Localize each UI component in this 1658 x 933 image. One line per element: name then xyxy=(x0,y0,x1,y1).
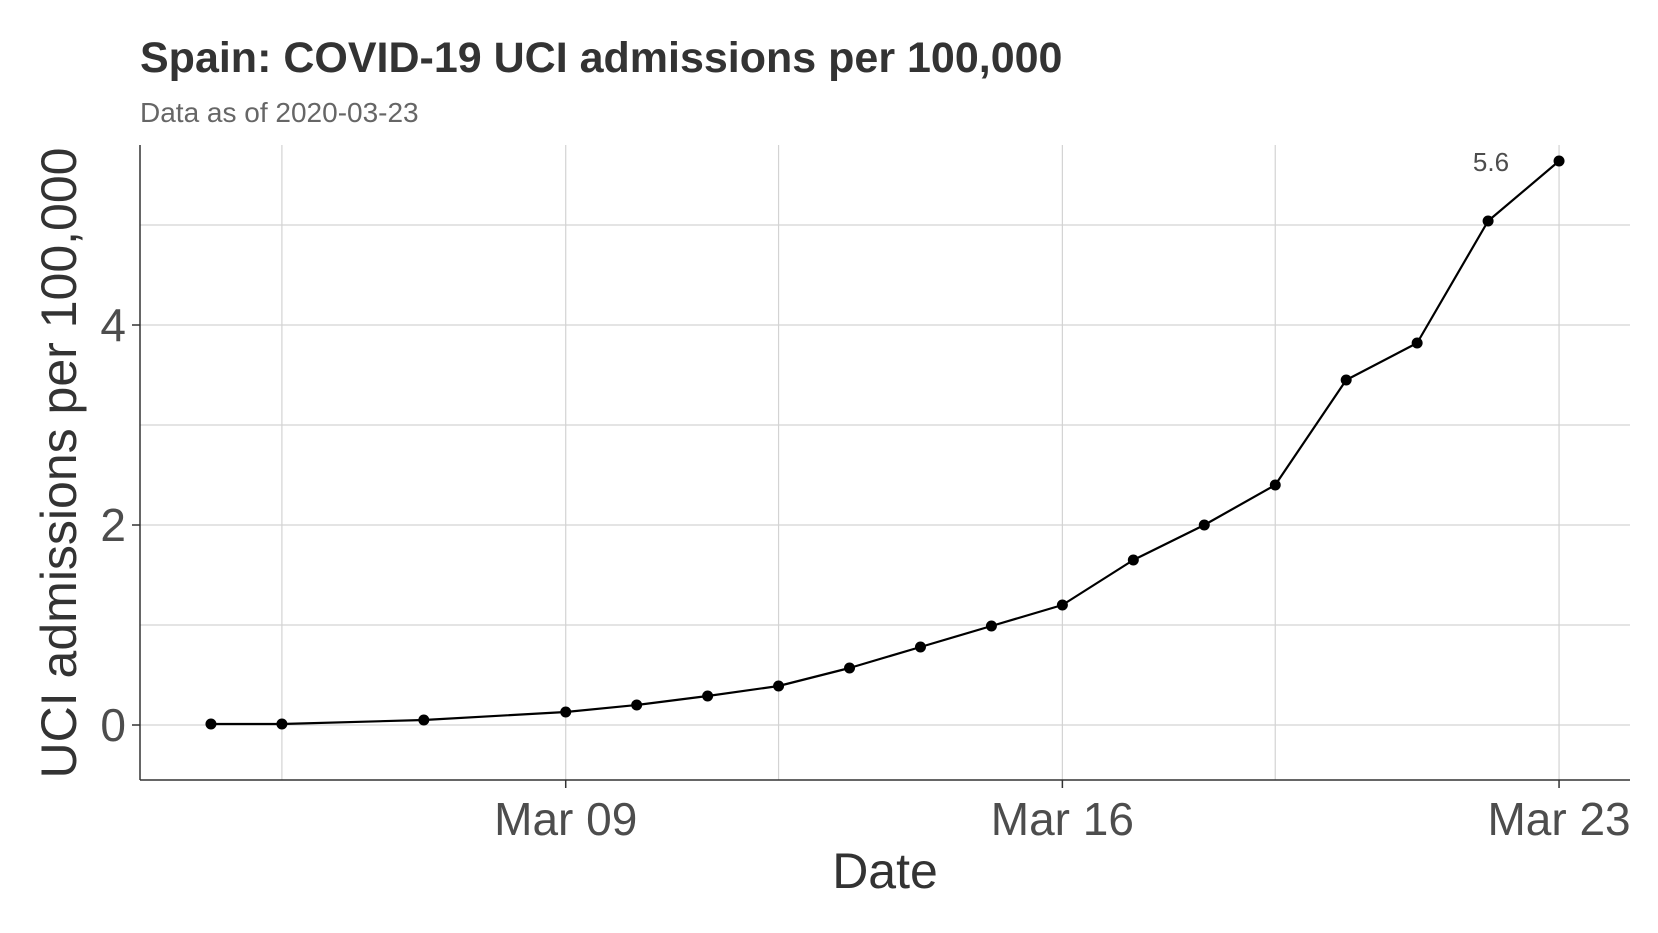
y-tick-label: 4 xyxy=(100,299,126,351)
data-point xyxy=(276,718,288,730)
chart-title: Spain: COVID-19 UCI admissions per 100,0… xyxy=(140,34,1062,82)
x-tick-label: Mar 16 xyxy=(991,793,1134,845)
data-point xyxy=(560,706,572,718)
series-group xyxy=(205,155,1565,730)
data-point xyxy=(702,690,714,702)
data-point xyxy=(1198,519,1210,531)
series-line xyxy=(210,160,1560,726)
x-tick-label: Mar 23 xyxy=(1487,793,1630,845)
data-point xyxy=(1553,155,1565,167)
chart-subtitle: Data as of 2020-03-23 xyxy=(140,97,419,128)
data-labels: 5.6 xyxy=(1473,147,1509,177)
axes xyxy=(139,145,1630,781)
data-point xyxy=(1127,554,1139,566)
y-tick-label: 2 xyxy=(100,499,126,551)
data-point xyxy=(773,680,785,692)
data-point xyxy=(631,699,643,711)
y-tick-label: 0 xyxy=(100,699,126,751)
data-point xyxy=(205,718,217,730)
tick-labels: Mar 09 Mar 16 Mar 23 0 2 4 xyxy=(100,299,1630,845)
data-label: 5.6 xyxy=(1473,147,1509,177)
x-axis-title: Date xyxy=(832,843,938,899)
data-point xyxy=(1411,337,1423,349)
data-point xyxy=(985,620,997,632)
data-point xyxy=(1056,599,1068,611)
data-point xyxy=(1269,479,1281,491)
y-axis-title: UCI admissions per 100,000 xyxy=(31,148,87,779)
data-point xyxy=(418,714,430,726)
gridlines xyxy=(140,145,1630,780)
data-point xyxy=(844,662,856,674)
x-tick-label: Mar 09 xyxy=(494,793,637,845)
data-point xyxy=(914,641,926,653)
data-point xyxy=(1340,374,1352,386)
data-point xyxy=(1482,215,1494,227)
